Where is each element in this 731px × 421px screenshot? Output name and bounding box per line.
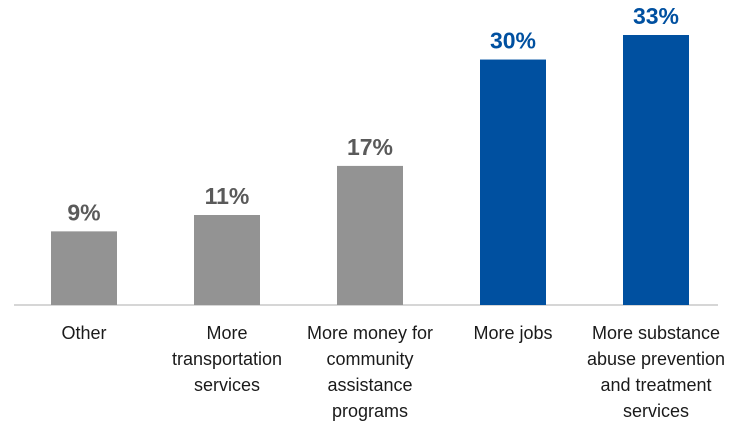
category-label: More money for community assistance program… <box>307 323 433 421</box>
bar <box>480 59 546 305</box>
category-label-line: services <box>623 401 689 421</box>
category-label: Other <box>61 323 106 343</box>
category-label-line: More jobs <box>473 323 552 343</box>
category-label-line: and treatment <box>600 375 711 395</box>
bar <box>623 35 689 305</box>
category-label-line: transportation <box>172 349 282 369</box>
category-label-line: More <box>206 323 247 343</box>
category-label-line: services <box>194 375 260 395</box>
category-label-line: abuse prevention <box>587 349 725 369</box>
value-labels-group: 9% 11% 17% 30% 33% <box>67 3 679 225</box>
category-label-line: assistance <box>327 375 412 395</box>
bar <box>194 215 260 305</box>
bar-value-label: 30% <box>490 28 536 54</box>
bar-value-label: 11% <box>205 183 250 209</box>
category-label-line: More substance <box>592 323 720 343</box>
category-label-line: community <box>326 349 413 369</box>
category-label-line: programs <box>332 401 408 421</box>
bar-value-label: 17% <box>347 134 393 160</box>
bar-value-label: 33% <box>633 3 679 29</box>
category-label: More transportation services <box>172 323 282 395</box>
category-label: More substance abuse prevention and treatm… <box>587 323 725 421</box>
bar <box>337 165 403 305</box>
category-labels-group: Other More transportation services More mone… <box>61 323 725 421</box>
bar-value-label: 9% <box>67 199 100 225</box>
bar <box>51 231 117 305</box>
category-label: More jobs <box>473 323 552 343</box>
category-label-line: More money for <box>307 323 433 343</box>
bars-group <box>51 35 689 305</box>
category-label-line: Other <box>61 323 106 343</box>
